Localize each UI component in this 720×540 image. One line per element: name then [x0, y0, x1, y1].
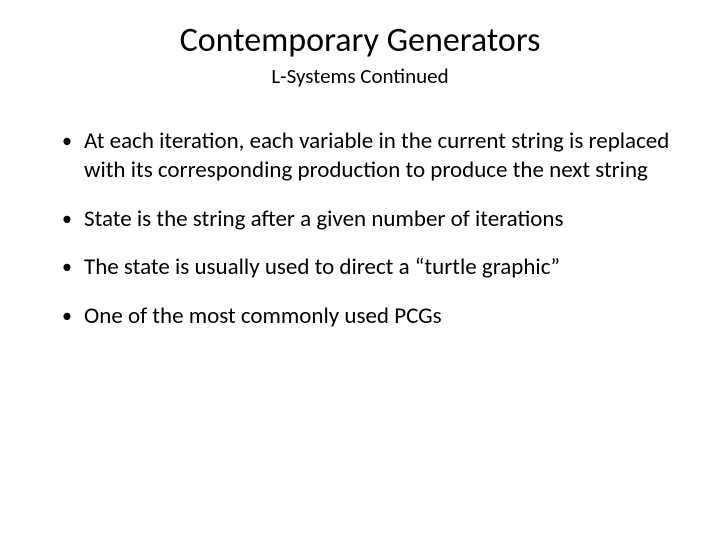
bullet-marker-icon: • [56, 253, 84, 281]
bullet-item: • One of the most commonly used PCGs [56, 302, 672, 331]
bullet-text: State is the string after a given number… [84, 205, 672, 234]
bullet-item: • At each iteration, each variable in th… [56, 127, 672, 185]
bullet-item: • State is the string after a given numb… [56, 205, 672, 234]
bullet-marker-icon: • [56, 205, 84, 233]
bullet-text: The state is usually used to direct a “t… [84, 253, 672, 282]
slide-body: • At each iteration, each variable in th… [48, 127, 672, 331]
bullet-text: At each iteration, each variable in the … [84, 127, 672, 185]
bullet-text: One of the most commonly used PCGs [84, 302, 672, 331]
bullet-marker-icon: • [56, 302, 84, 330]
bullet-item: • The state is usually used to direct a … [56, 253, 672, 282]
slide-title: Contemporary Generators [48, 20, 672, 61]
slide-subtitle: L-Systems Continued [48, 63, 672, 89]
bullet-marker-icon: • [56, 127, 84, 155]
